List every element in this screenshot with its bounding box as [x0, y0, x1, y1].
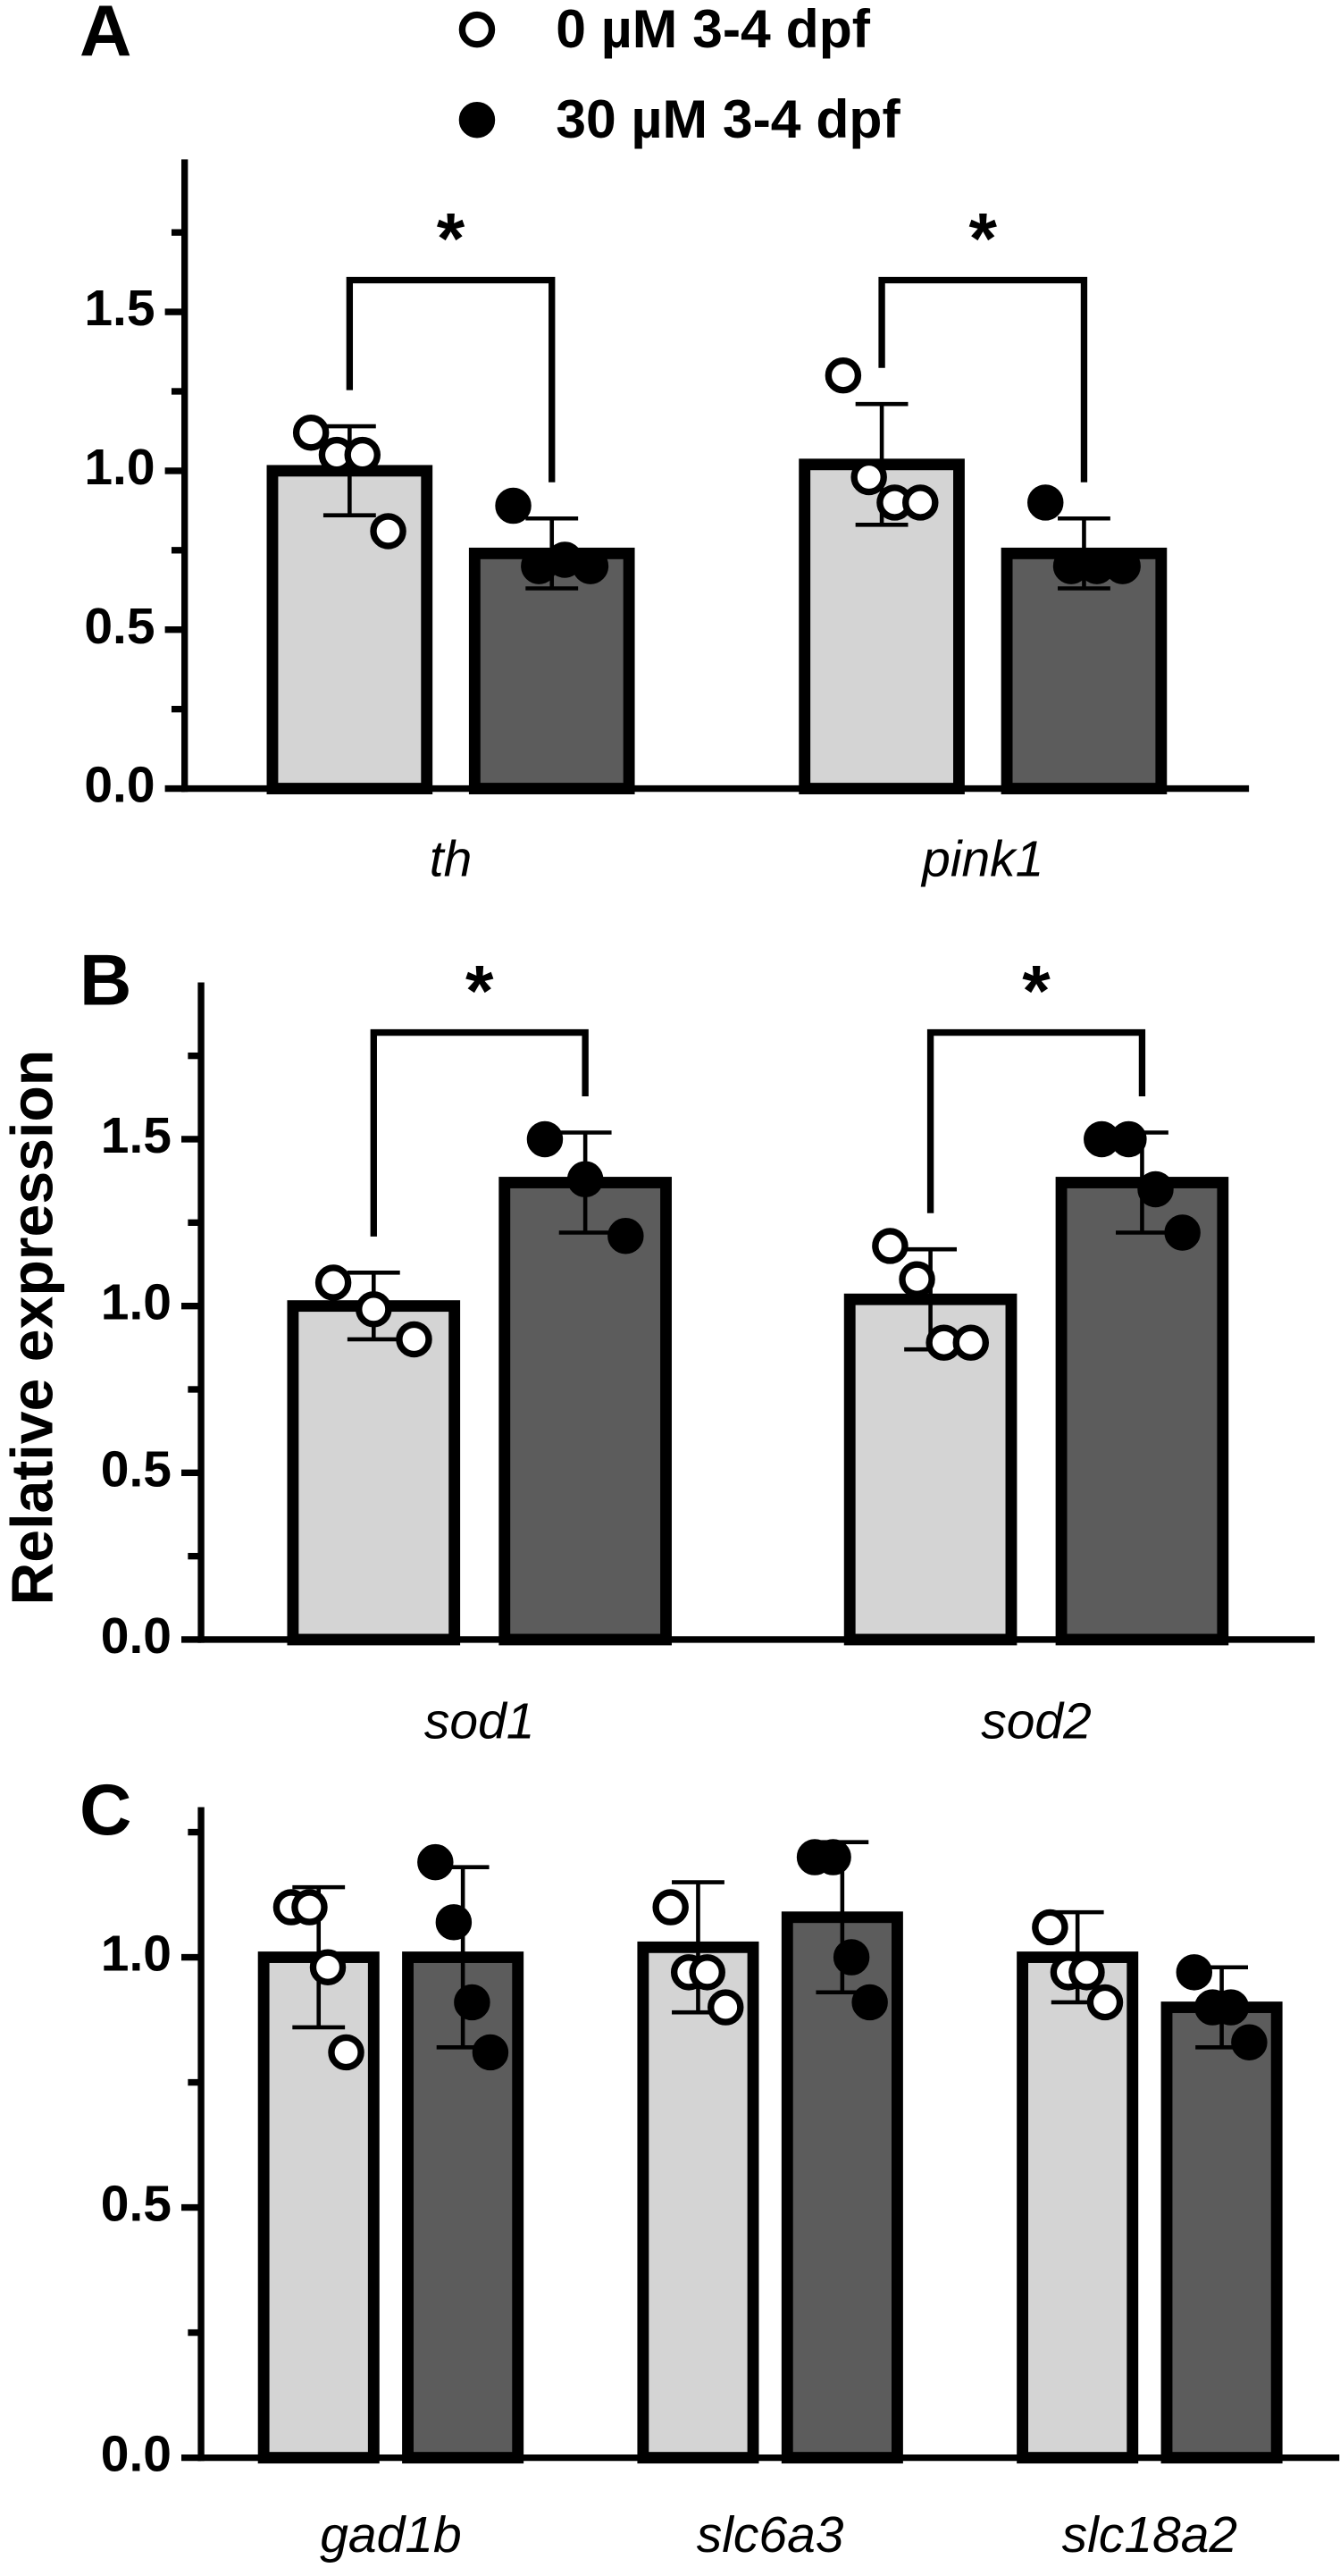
y-tick-label: 1.0: [101, 1926, 172, 1983]
data-point: [899, 1261, 935, 1297]
panel-letter: A: [80, 0, 131, 71]
bar: [498, 1177, 672, 1646]
legend-label: 30 µM 3-4 dpf: [556, 88, 900, 149]
x-tick-label: pink1: [920, 830, 1043, 887]
data-point: [356, 1291, 392, 1328]
data-point: [1068, 1954, 1105, 1991]
y-tick-label: 1.5: [84, 280, 155, 337]
y-tick-label: 0.0: [101, 2426, 172, 2483]
data-point: [1027, 484, 1064, 521]
bar: [1017, 1951, 1139, 2464]
data-point: [370, 513, 406, 550]
data-point: [328, 2034, 364, 2071]
y-tick-label: 0.5: [101, 2176, 172, 2233]
x-tick-label: sod2: [981, 1693, 1092, 1750]
x-tick-label: slc18a2: [1062, 2506, 1237, 2563]
data-point: [454, 1984, 490, 2021]
data-point: [689, 1954, 725, 1991]
bar: [257, 1951, 380, 2464]
data-point: [472, 2034, 509, 2071]
bar: [637, 1941, 759, 2464]
data-point: [1137, 1171, 1174, 1208]
y-tick-label: 0.0: [84, 757, 155, 814]
y-tick-label: 0.5: [101, 1440, 172, 1498]
data-point: [815, 1839, 851, 1875]
data-point: [309, 1949, 347, 1985]
data-point: [1231, 2024, 1268, 2060]
data-point: [952, 1324, 990, 1361]
x-tick-label: th: [430, 830, 473, 887]
data-point: [902, 484, 939, 521]
significance-bracket: [878, 276, 1088, 482]
x-tick-label: sod1: [424, 1693, 535, 1750]
legend-marker: [458, 101, 496, 138]
data-point: [566, 1161, 604, 1198]
y-tick-label: 0.0: [101, 1607, 172, 1665]
y-tick-label: 1.0: [101, 1274, 172, 1331]
data-point: [495, 487, 532, 524]
data-point: [344, 436, 381, 474]
data-point: [417, 1843, 454, 1881]
data-point: [607, 1218, 644, 1254]
data-point: [314, 1264, 352, 1301]
panel-letter: C: [80, 1770, 131, 1850]
x-tick-label: gad1b: [320, 2506, 461, 2563]
data-point: [1086, 1984, 1124, 2021]
significance-label: *: [1022, 951, 1051, 1031]
legend-label: 0 µM 3-4 dpf: [556, 0, 871, 59]
panel-letter: B: [80, 941, 131, 1021]
significance-bracket: [346, 276, 556, 482]
significance-bracket: [370, 1028, 589, 1237]
data-point: [292, 414, 330, 451]
bar: [266, 465, 433, 794]
bar: [1001, 547, 1168, 794]
data-point: [850, 458, 887, 496]
data-point: [435, 1904, 473, 1941]
data-point: [851, 1984, 888, 2021]
data-point: [1032, 1909, 1068, 1946]
y-tick-label: 0.5: [84, 598, 155, 655]
data-point: [708, 1989, 744, 2026]
significance-label: *: [437, 198, 465, 279]
legend-marker: [458, 11, 496, 48]
data-point: [526, 1120, 564, 1158]
data-point: [291, 1889, 328, 1926]
significance-label: *: [465, 951, 494, 1031]
y-tick-label: 1.5: [101, 1107, 172, 1164]
significance-label: *: [969, 198, 998, 279]
bar: [843, 1293, 1018, 1646]
bar: [1160, 2001, 1283, 2464]
data-point: [572, 548, 609, 584]
significance-bracket: [926, 1028, 1146, 1213]
data-point: [833, 1939, 870, 1976]
data-point: [1212, 1989, 1250, 2026]
bar: [287, 1300, 461, 1646]
y-axis-label: Relative expression: [0, 1050, 66, 1606]
data-point: [652, 1889, 689, 1926]
data-point: [1176, 1954, 1213, 1991]
data-point: [1110, 1120, 1147, 1158]
y-tick-label: 1.0: [84, 439, 155, 496]
data-point: [872, 1228, 909, 1264]
data-point: [396, 1321, 432, 1358]
bar: [468, 547, 635, 794]
x-tick-label: slc6a3: [697, 2506, 844, 2563]
data-point: [825, 357, 862, 394]
bar: [1055, 1177, 1229, 1646]
data-point: [1164, 1214, 1201, 1251]
data-point: [1104, 548, 1141, 584]
